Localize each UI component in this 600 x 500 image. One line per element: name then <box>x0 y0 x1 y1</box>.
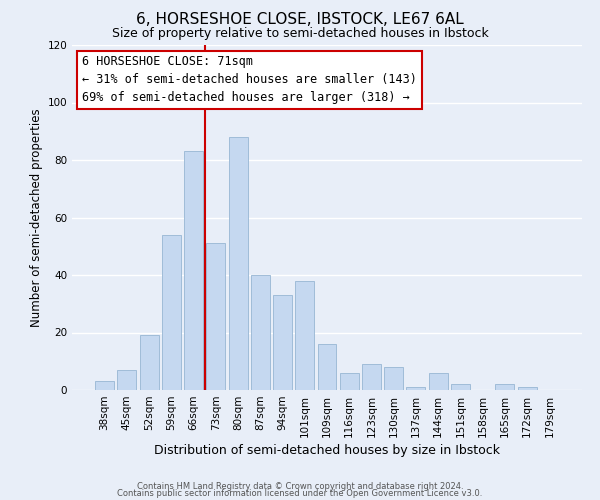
Bar <box>251 275 270 390</box>
Bar <box>362 364 381 390</box>
Bar <box>95 382 114 390</box>
Text: 6 HORSESHOE CLOSE: 71sqm
← 31% of semi-detached houses are smaller (143)
69% of : 6 HORSESHOE CLOSE: 71sqm ← 31% of semi-d… <box>82 56 417 104</box>
Bar <box>429 373 448 390</box>
Bar <box>496 384 514 390</box>
Y-axis label: Number of semi-detached properties: Number of semi-detached properties <box>30 108 43 327</box>
Bar <box>384 367 403 390</box>
Text: Contains HM Land Registry data © Crown copyright and database right 2024.: Contains HM Land Registry data © Crown c… <box>137 482 463 491</box>
Bar <box>229 137 248 390</box>
Bar <box>273 295 292 390</box>
Bar <box>118 370 136 390</box>
Bar <box>340 373 359 390</box>
Bar <box>451 384 470 390</box>
Bar <box>206 244 225 390</box>
Text: Contains public sector information licensed under the Open Government Licence v3: Contains public sector information licen… <box>118 490 482 498</box>
Bar <box>317 344 337 390</box>
Bar <box>518 387 536 390</box>
X-axis label: Distribution of semi-detached houses by size in Ibstock: Distribution of semi-detached houses by … <box>154 444 500 457</box>
Bar <box>162 235 181 390</box>
Bar <box>184 152 203 390</box>
Bar <box>295 281 314 390</box>
Text: Size of property relative to semi-detached houses in Ibstock: Size of property relative to semi-detach… <box>112 28 488 40</box>
Bar <box>406 387 425 390</box>
Text: 6, HORSESHOE CLOSE, IBSTOCK, LE67 6AL: 6, HORSESHOE CLOSE, IBSTOCK, LE67 6AL <box>136 12 464 28</box>
Bar <box>140 336 158 390</box>
